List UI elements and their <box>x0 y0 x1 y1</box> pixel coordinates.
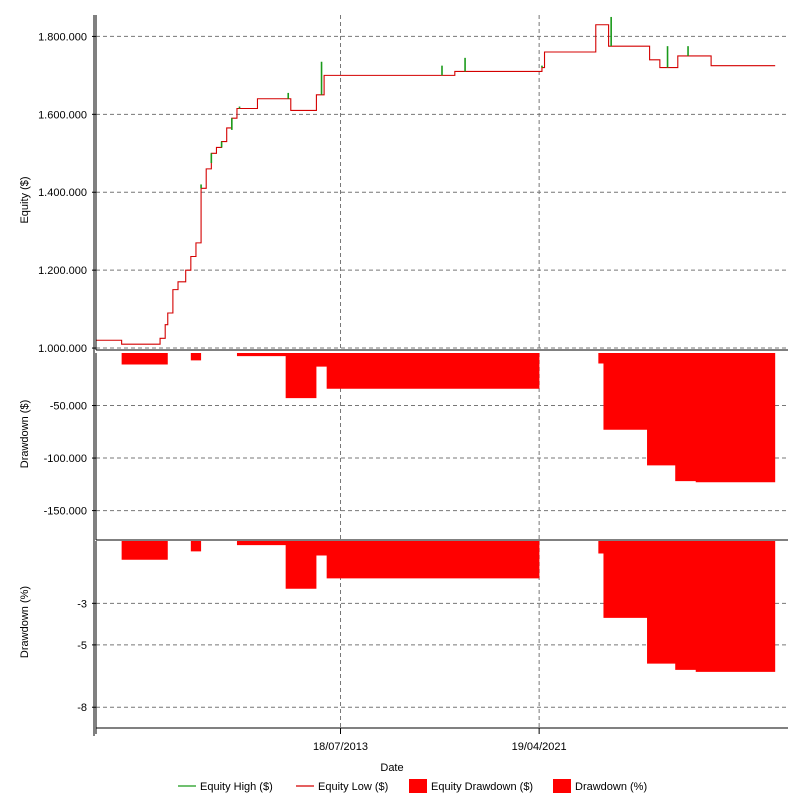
legend-swatch-equity-drawdown <box>409 779 427 793</box>
legend-swatch-drawdown-percent <box>553 779 571 793</box>
legend-label-equity-high: Equity High ($) <box>200 781 273 793</box>
grid-layer <box>96 15 788 728</box>
series-area-equity-drawdown <box>96 353 776 483</box>
y-tick-label: -100.000 <box>44 453 87 465</box>
y-tick-label: 1.000.000 <box>38 343 87 355</box>
series-line-equity-low <box>96 24 776 345</box>
legend-label-drawdown-percent: Drawdown (%) <box>575 781 647 793</box>
equity-axis-title: Equity ($) <box>19 176 31 223</box>
tick-label-layer: 1.000.000 1.200.000 1.400.000 1.600.000 1.80… <box>38 31 567 753</box>
x-axis-title: Date <box>380 762 403 774</box>
y-tick-label: 1.200.000 <box>38 265 87 277</box>
x-tick-label: 18/07/2013 <box>313 741 368 753</box>
axes-layer <box>92 15 788 736</box>
legend-label-equity-drawdown: Equity Drawdown ($) <box>431 781 533 793</box>
y-tick-label: 1.600.000 <box>38 109 87 121</box>
x-tick-label: 19/04/2021 <box>512 741 567 753</box>
data-layer <box>96 16 776 672</box>
y-tick-label: 1.400.000 <box>38 187 87 199</box>
y-tick-label: -5 <box>77 640 87 652</box>
legend: Equity High ($) Equity Low ($) Equity Dr… <box>178 779 647 793</box>
y-tick-label: -50.000 <box>50 401 87 413</box>
series-area-drawdown <box>96 541 776 672</box>
legend-label-equity-low: Equity Low ($) <box>318 781 388 793</box>
drawdown-dollar-axis-title: Drawdown ($) <box>19 400 31 468</box>
y-tick-label: 1.800.000 <box>38 31 87 43</box>
drawdown-percent-axis-title: Drawdown (%) <box>19 586 31 658</box>
y-tick-label: -3 <box>77 598 87 610</box>
y-tick-label: -150.000 <box>44 506 87 518</box>
y-tick-label: -8 <box>77 702 87 714</box>
